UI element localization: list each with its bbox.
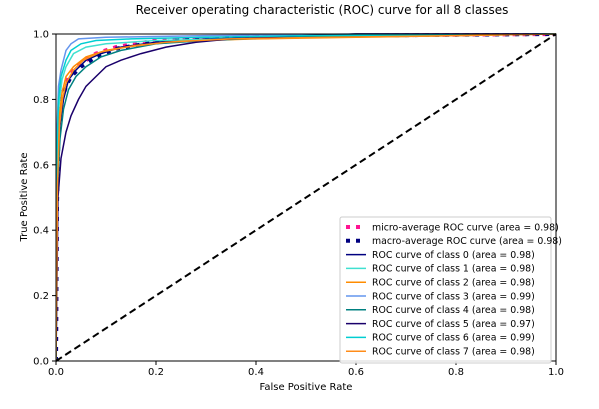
legend-box bbox=[339, 216, 552, 364]
plot-area bbox=[56, 33, 556, 362]
x-tick-label: 0.4 bbox=[248, 367, 264, 378]
y-tick-label: 1.0 bbox=[33, 30, 49, 41]
legend-entry: micro-average ROC curve (area = 0.98) bbox=[372, 222, 559, 233]
roc-curve-8 bbox=[56, 33, 556, 362]
x-tick-label: 0.0 bbox=[48, 367, 64, 378]
legend-entry: macro-average ROC curve (area = 0.98) bbox=[372, 236, 562, 247]
legend-entry: ROC curve of class 7 (area = 0.98) bbox=[372, 347, 535, 358]
legend-entry: ROC curve of class 0 (area = 0.98) bbox=[372, 250, 535, 261]
x-axis-label: False Positive Rate bbox=[260, 382, 353, 393]
axes: 0.0 0.2 0.4 0.6 0.8 1.0 0.0 0.2 0.4 0.6 0.8 1.0 bbox=[33, 30, 564, 379]
chart-title: Receiver operating characteristic (ROC) … bbox=[136, 3, 509, 17]
x-tick-label: 0.6 bbox=[348, 367, 364, 378]
roc-curve-9 bbox=[56, 33, 556, 362]
y-tick-label: 0.8 bbox=[33, 95, 49, 106]
legend-entry: ROC curve of class 2 (area = 0.98) bbox=[372, 278, 535, 289]
legend-entry: ROC curve of class 4 (area = 0.98) bbox=[372, 305, 535, 316]
y-tick-label: 0.4 bbox=[33, 226, 49, 237]
y-tick-label: 0.2 bbox=[33, 291, 49, 302]
x-tick-label: 0.8 bbox=[448, 367, 464, 378]
x-tick-label: 0.2 bbox=[148, 367, 164, 378]
y-tick-label: 0.0 bbox=[33, 357, 49, 368]
y-axis-label: True Positive Rate bbox=[19, 152, 30, 242]
x-tick-label: 1.0 bbox=[548, 367, 564, 378]
roc-curve-5 bbox=[56, 33, 556, 362]
legend-entry: ROC curve of class 6 (area = 0.99) bbox=[372, 333, 535, 344]
y-tick-label: 0.6 bbox=[33, 160, 49, 171]
legend-entry: ROC curve of class 1 (area = 0.98) bbox=[372, 264, 535, 275]
legend-entry: ROC curve of class 5 (area = 0.97) bbox=[372, 319, 535, 330]
chance-line bbox=[56, 33, 556, 362]
plot-frame bbox=[55, 33, 557, 362]
legend-entry: ROC curve of class 3 (area = 0.99) bbox=[372, 291, 535, 302]
legend: micro-average ROC curve (area = 0.98) mac… bbox=[339, 216, 562, 364]
